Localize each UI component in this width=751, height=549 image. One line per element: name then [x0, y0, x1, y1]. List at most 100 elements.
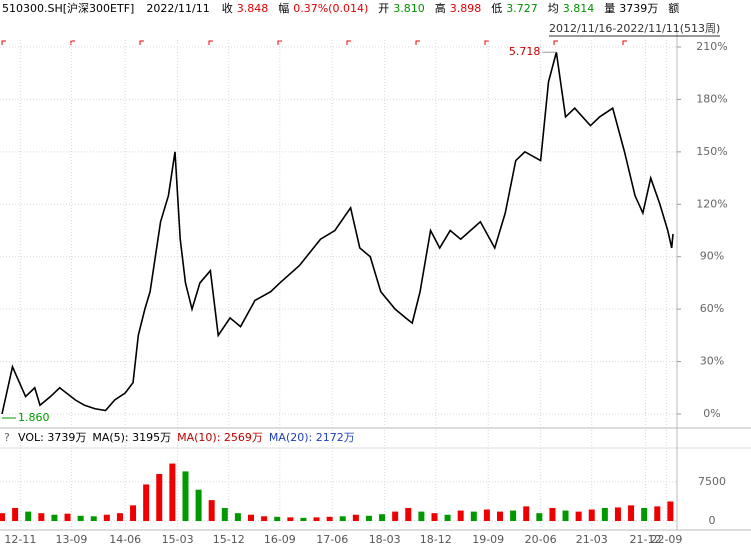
volume-bar [392, 511, 399, 521]
x-tick-label: 18-12 [420, 533, 452, 546]
period-marker [208, 40, 213, 45]
header-label: 开 [378, 2, 389, 15]
x-tick-label: 14-06 [109, 533, 141, 546]
x-tick-label: 15-03 [162, 533, 194, 546]
period-marker [484, 40, 489, 45]
volume-bar [287, 517, 294, 521]
volume-bar [274, 516, 281, 521]
volume-tick-label: 0 [709, 514, 716, 527]
period-marker [622, 40, 627, 45]
header-label: 均 [548, 2, 559, 15]
y-tick-label: 30% [700, 355, 724, 368]
x-tick-label: 21-03 [576, 533, 608, 546]
volume-label: MA(10): 2569万 [177, 431, 263, 444]
date: 2022/11/11 [146, 2, 209, 15]
period-marker [277, 40, 282, 45]
period-marker [553, 40, 558, 45]
volume-bar [300, 517, 307, 521]
volume-label: VOL: 3739万 [18, 431, 86, 444]
x-tick-label: 20-06 [525, 533, 557, 546]
header-value: 3.727 [506, 2, 538, 15]
volume-bar [614, 507, 621, 521]
volume-bar [261, 516, 268, 521]
volume-bar [510, 510, 517, 521]
volume-bar [497, 511, 504, 521]
x-tick-label: 17-06 [316, 533, 348, 546]
volume-bar [0, 513, 5, 521]
header-value: 3739万 [619, 2, 658, 15]
x-tick-label: 13-09 [55, 533, 87, 546]
volume-bar [182, 471, 189, 521]
header-value: 3.810 [393, 2, 425, 15]
volume-bar [549, 507, 556, 521]
x-tick-label: 16-09 [264, 533, 296, 546]
volume-bar [601, 507, 608, 521]
volume-bar [221, 507, 228, 521]
volume-tick-label: 7500 [698, 475, 726, 488]
period-marker [1, 40, 6, 45]
volume-bar [654, 506, 661, 521]
header-value: 3.898 [450, 2, 482, 15]
volume-bar [64, 513, 71, 521]
volume-bar [195, 489, 202, 521]
period-marker [415, 40, 420, 45]
volume-bar [116, 513, 123, 521]
volume-bar [208, 500, 215, 521]
volume-bar [352, 514, 359, 521]
header-value: 3.848 [237, 2, 269, 15]
volume-bar [248, 514, 255, 521]
volume-bar [365, 515, 372, 521]
y-tick-label: 120% [696, 197, 727, 210]
header-value: 3.814 [563, 2, 595, 15]
volume-bar [470, 511, 477, 521]
x-tick-label: 21-12 [629, 533, 661, 546]
volume-bar [38, 513, 45, 521]
volume-bar [326, 516, 333, 521]
header-label: 额 [668, 2, 679, 15]
volume-bar [457, 510, 464, 521]
symbol: 510300.SH[沪深300ETF] [2, 1, 134, 15]
volume-label: MA(20): 2172万 [269, 431, 355, 444]
y-tick-label: 180% [696, 92, 727, 105]
volume-bar [169, 463, 176, 521]
volume-bar [641, 507, 648, 521]
period-marker [346, 40, 351, 45]
volume-bar [143, 484, 150, 521]
volume-bar [431, 513, 438, 521]
volume-bar [339, 516, 346, 521]
period-marker [139, 40, 144, 45]
volume-bar [234, 513, 241, 521]
low-label: 1.860 [18, 411, 50, 424]
volume-bar [483, 509, 490, 521]
volume-bar [628, 505, 635, 521]
volume-bar [444, 514, 451, 521]
volume-bar [156, 474, 163, 521]
high-label: 5.718 [509, 45, 541, 58]
volume-bar [667, 501, 674, 521]
volume-bar [588, 509, 595, 521]
y-tick-label: 90% [700, 250, 724, 263]
y-tick-label: 60% [700, 302, 724, 315]
volume-bar [103, 514, 110, 521]
volume-bar [562, 510, 569, 521]
header-label: 收 [222, 1, 233, 15]
header-label: 量 [604, 2, 615, 15]
volume-bar [523, 506, 530, 521]
volume-bar [90, 516, 97, 521]
volume-bar [51, 514, 58, 521]
help-icon: ? [4, 431, 10, 444]
y-tick-label: 150% [696, 145, 727, 158]
volume-bar [12, 507, 19, 521]
volume-bar [77, 515, 84, 521]
range-label: 2012/11/16-2022/11/11(513周) [549, 22, 720, 35]
x-tick-label: 22-09 [650, 533, 682, 546]
y-tick-label: 0% [703, 407, 720, 420]
header-label: 幅 [278, 2, 289, 15]
volume-bar [418, 511, 425, 521]
x-tick-label: 15-12 [213, 533, 245, 546]
price-line [1, 52, 674, 415]
volume-bar [536, 513, 543, 521]
y-tick-label: 210% [696, 40, 727, 53]
volume-bar [130, 505, 137, 521]
